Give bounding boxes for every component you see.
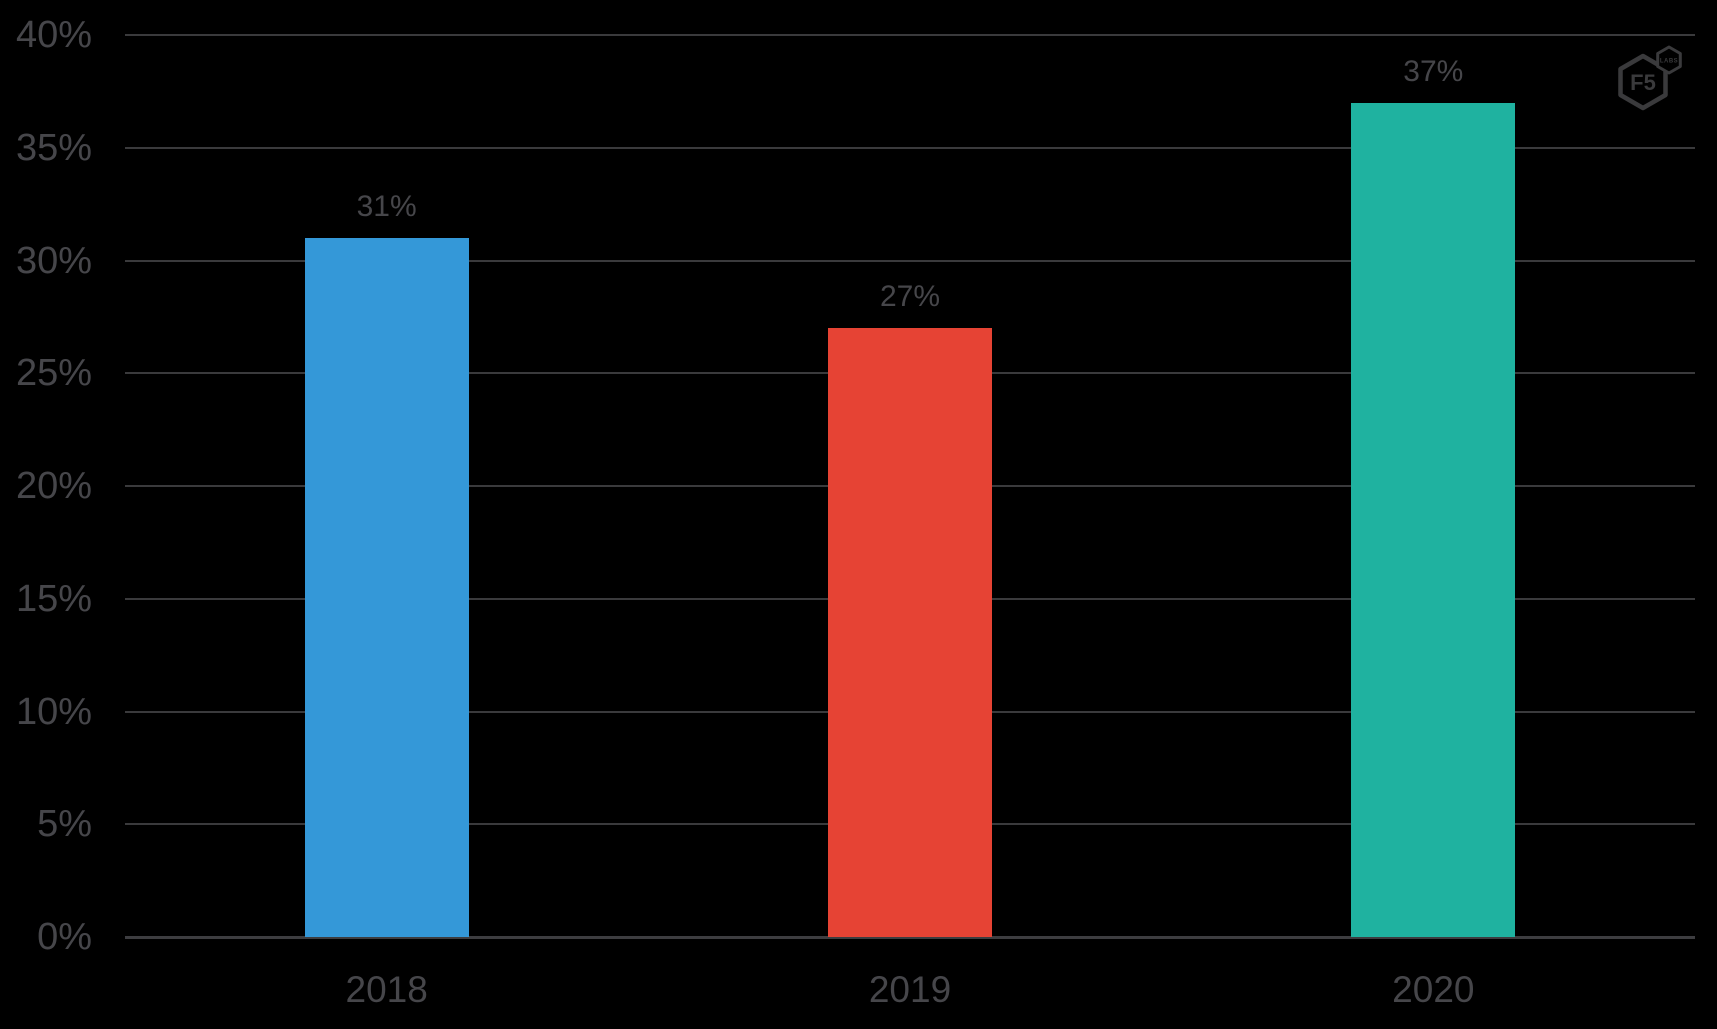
logo-secondary-text: LABS [1660,59,1678,65]
f5-labs-logo: F5 LABS [1618,45,1682,111]
y-axis-tick-label: 25% [15,352,92,395]
x-axis-line [125,935,1695,939]
y-axis-tick-label: 40% [15,14,92,56]
y-axis-tick-label: 15% [15,577,92,620]
bar-2018 [304,237,469,937]
y-axis-tick-label: 30% [15,239,92,282]
gridline [125,259,1695,262]
y-axis-tick-label: 20% [15,465,92,507]
y-axis-tick-label: 0% [37,916,92,958]
gridline [125,34,1695,36]
gridline [125,146,1695,149]
bar-value-label: 27% [879,280,941,314]
bar-2020 [1351,102,1516,937]
bar-value-label: 37% [1403,54,1464,88]
bar-value-label: 31% [356,189,417,223]
y-axis-tick-label: 10% [15,690,92,733]
labs-hexagon-icon [1656,45,1682,75]
y-axis-tick-label: 35% [15,126,92,169]
y-axis-tick-label: 5% [37,803,92,846]
logo-primary-text: F5 [1630,70,1656,95]
x-axis-category-label: 2018 [345,969,428,1010]
bar-2019 [828,328,992,937]
x-axis-category-label: 2019 [868,969,952,1010]
x-axis-category-label: 2020 [1392,969,1475,1010]
